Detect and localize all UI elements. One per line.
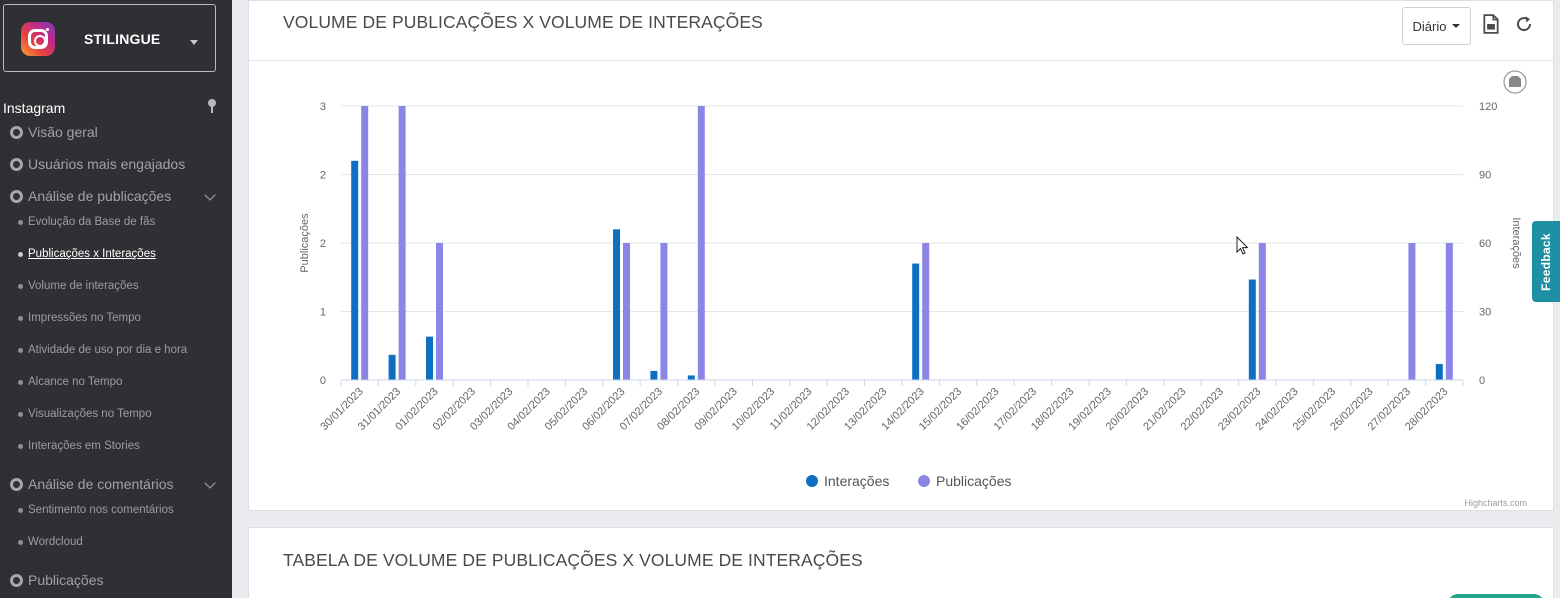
bar-publicacoes	[1408, 243, 1416, 380]
bar-interacoes	[613, 229, 620, 380]
bar-interacoes	[426, 336, 433, 380]
card-header: VOLUME DE PUBLICAÇÕES X VOLUME DE INTERA…	[249, 1, 1553, 61]
sidebar: STILINGUE Instagram Visão geral Usuários…	[0, 0, 232, 598]
y-right-tick-label: 90	[1479, 170, 1491, 182]
table-card: TABELA DE VOLUME DE PUBLICAÇÕES X VOLUME…	[248, 527, 1554, 598]
bar-publicacoes	[436, 243, 443, 380]
chevron-down-icon[interactable]	[204, 477, 216, 489]
y-left-tick-label: 2	[320, 170, 326, 182]
bar-interacoes	[687, 375, 695, 380]
nav-sub-interacoes-stories[interactable]: Interações em Stories	[18, 440, 140, 452]
nav-usuarios-engajados[interactable]: Usuários mais engajados	[10, 156, 185, 172]
bar-interacoes	[388, 354, 396, 380]
caret-down-icon	[190, 40, 198, 45]
chevron-down-icon[interactable]	[204, 189, 216, 201]
circle-icon	[10, 157, 23, 171]
mouse-cursor-icon	[1236, 236, 1249, 255]
nav-label: Análise de comentários	[28, 476, 174, 492]
nav-publicacoes[interactable]: Publicações	[10, 572, 104, 588]
circle-icon	[10, 477, 23, 491]
nav-sub-label: Visualizações no Tempo	[28, 408, 152, 420]
nav-sub-label: Volume de interações	[28, 280, 139, 292]
y-left-tick-label: 0	[320, 375, 326, 387]
pdf-export-icon[interactable]	[1482, 14, 1500, 34]
nav-sub-label: Alcance no Tempo	[28, 376, 123, 388]
pin-icon[interactable]	[207, 99, 217, 113]
nav-sub-volume-interacoes[interactable]: Volume de interações	[18, 280, 139, 292]
bar-interacoes	[351, 160, 359, 380]
nav-label: Usuários mais engajados	[28, 156, 186, 172]
bar-publicacoes	[922, 243, 930, 380]
bar-publicacoes	[660, 243, 668, 380]
y-right-tick-label: 30	[1479, 307, 1491, 319]
feedback-tab[interactable]: Feedback	[1532, 221, 1560, 302]
bar-interacoes	[1248, 279, 1256, 380]
bar-interacoes	[912, 263, 920, 380]
nav-label: Publicações	[28, 572, 104, 588]
nav-label: Visão geral	[28, 124, 98, 140]
nav-analise-publicacoes[interactable]: Análise de publicações	[10, 188, 171, 204]
circle-icon	[10, 125, 23, 139]
nav-label: Análise de publicações	[28, 188, 172, 204]
y-left-tick-label: 1	[320, 307, 326, 319]
action-button[interactable]	[1448, 594, 1544, 598]
y-right-tick-label: 120	[1479, 101, 1497, 113]
circle-icon	[10, 573, 23, 587]
nav-section-title: Instagram	[3, 100, 66, 116]
nav-sub-visualizacoes[interactable]: Visualizações no Tempo	[18, 408, 152, 420]
legend-label: Publicações	[936, 473, 1012, 489]
period-dropdown[interactable]: Diário	[1402, 7, 1471, 45]
bar-publicacoes	[1445, 243, 1453, 380]
chart-credits[interactable]: Highcharts.com	[1464, 498, 1527, 508]
legend-marker	[806, 475, 818, 487]
nav-sub-impressoes[interactable]: Impressões no Tempo	[18, 312, 141, 324]
nav-sub-atividade-uso[interactable]: Atividade de uso por dia e hora	[18, 344, 187, 356]
legend-marker	[918, 475, 930, 487]
nav-sub-label: Atividade de uso por dia e hora	[28, 344, 188, 356]
nav-sub-label: Publicações x Interações	[28, 248, 156, 260]
bar-publicacoes	[361, 106, 369, 380]
nav-sub-alcance[interactable]: Alcance no Tempo	[18, 376, 122, 388]
account-name: STILINGUE	[84, 31, 161, 47]
card-title: VOLUME DE PUBLICAÇÕES X VOLUME DE INTERA…	[283, 12, 763, 32]
period-label: Diário	[1412, 18, 1447, 34]
nav-sub-label: Impressões no Tempo	[28, 312, 141, 324]
nav-sub-evolucao-fas[interactable]: Evolução da Base de fãs	[18, 216, 155, 228]
bar-interacoes	[1435, 364, 1443, 380]
chart-card: VOLUME DE PUBLICAÇÕES X VOLUME DE INTERA…	[248, 0, 1554, 511]
y-left-tick-label: 2	[320, 238, 326, 250]
refresh-icon[interactable]	[1515, 14, 1533, 34]
account-selector[interactable]: STILINGUE	[3, 4, 216, 72]
y-right-tick-label: 0	[1479, 375, 1485, 387]
bar-publicacoes	[697, 106, 705, 380]
chart-area: 0 0 1 30 2 60 2 90 3 120 Publicações Interações 30/0…	[249, 62, 1555, 512]
feedback-label: Feedback	[1539, 232, 1553, 291]
nav-sub-label: Sentimento nos comentários	[28, 504, 174, 516]
chart-context-icon	[1509, 76, 1521, 87]
y-right-axis-title: Interações	[1510, 217, 1522, 269]
nav-sub-wordcloud[interactable]: Wordcloud	[18, 536, 83, 548]
nav-visao-geral[interactable]: Visão geral	[10, 124, 98, 140]
y-left-axis-title: Publicações	[299, 213, 311, 273]
bar-publicacoes	[623, 243, 630, 380]
bar-interacoes	[650, 370, 658, 380]
y-left-tick-label: 3	[320, 101, 326, 113]
nav-sub-label: Interações em Stories	[28, 440, 140, 452]
nav-sub-sentimento[interactable]: Sentimento nos comentários	[18, 504, 174, 516]
nav-sub-label: Wordcloud	[28, 536, 83, 548]
nav-sub-publicacoes-interacoes[interactable]: Publicações x Interações	[18, 248, 156, 260]
card-title: TABELA DE VOLUME DE PUBLICAÇÕES X VOLUME…	[283, 550, 863, 570]
bar-publicacoes	[398, 106, 406, 380]
nav-analise-comentarios[interactable]: Análise de comentários	[10, 476, 174, 492]
legend-label: Interações	[824, 473, 889, 489]
nav-sub-label: Evolução da Base de fãs	[28, 216, 156, 228]
circle-icon	[10, 189, 23, 203]
bar-publicacoes	[1258, 243, 1266, 380]
caret-down-icon	[1452, 24, 1461, 28]
y-right-tick-label: 60	[1479, 238, 1491, 250]
instagram-logo-icon	[21, 22, 55, 56]
